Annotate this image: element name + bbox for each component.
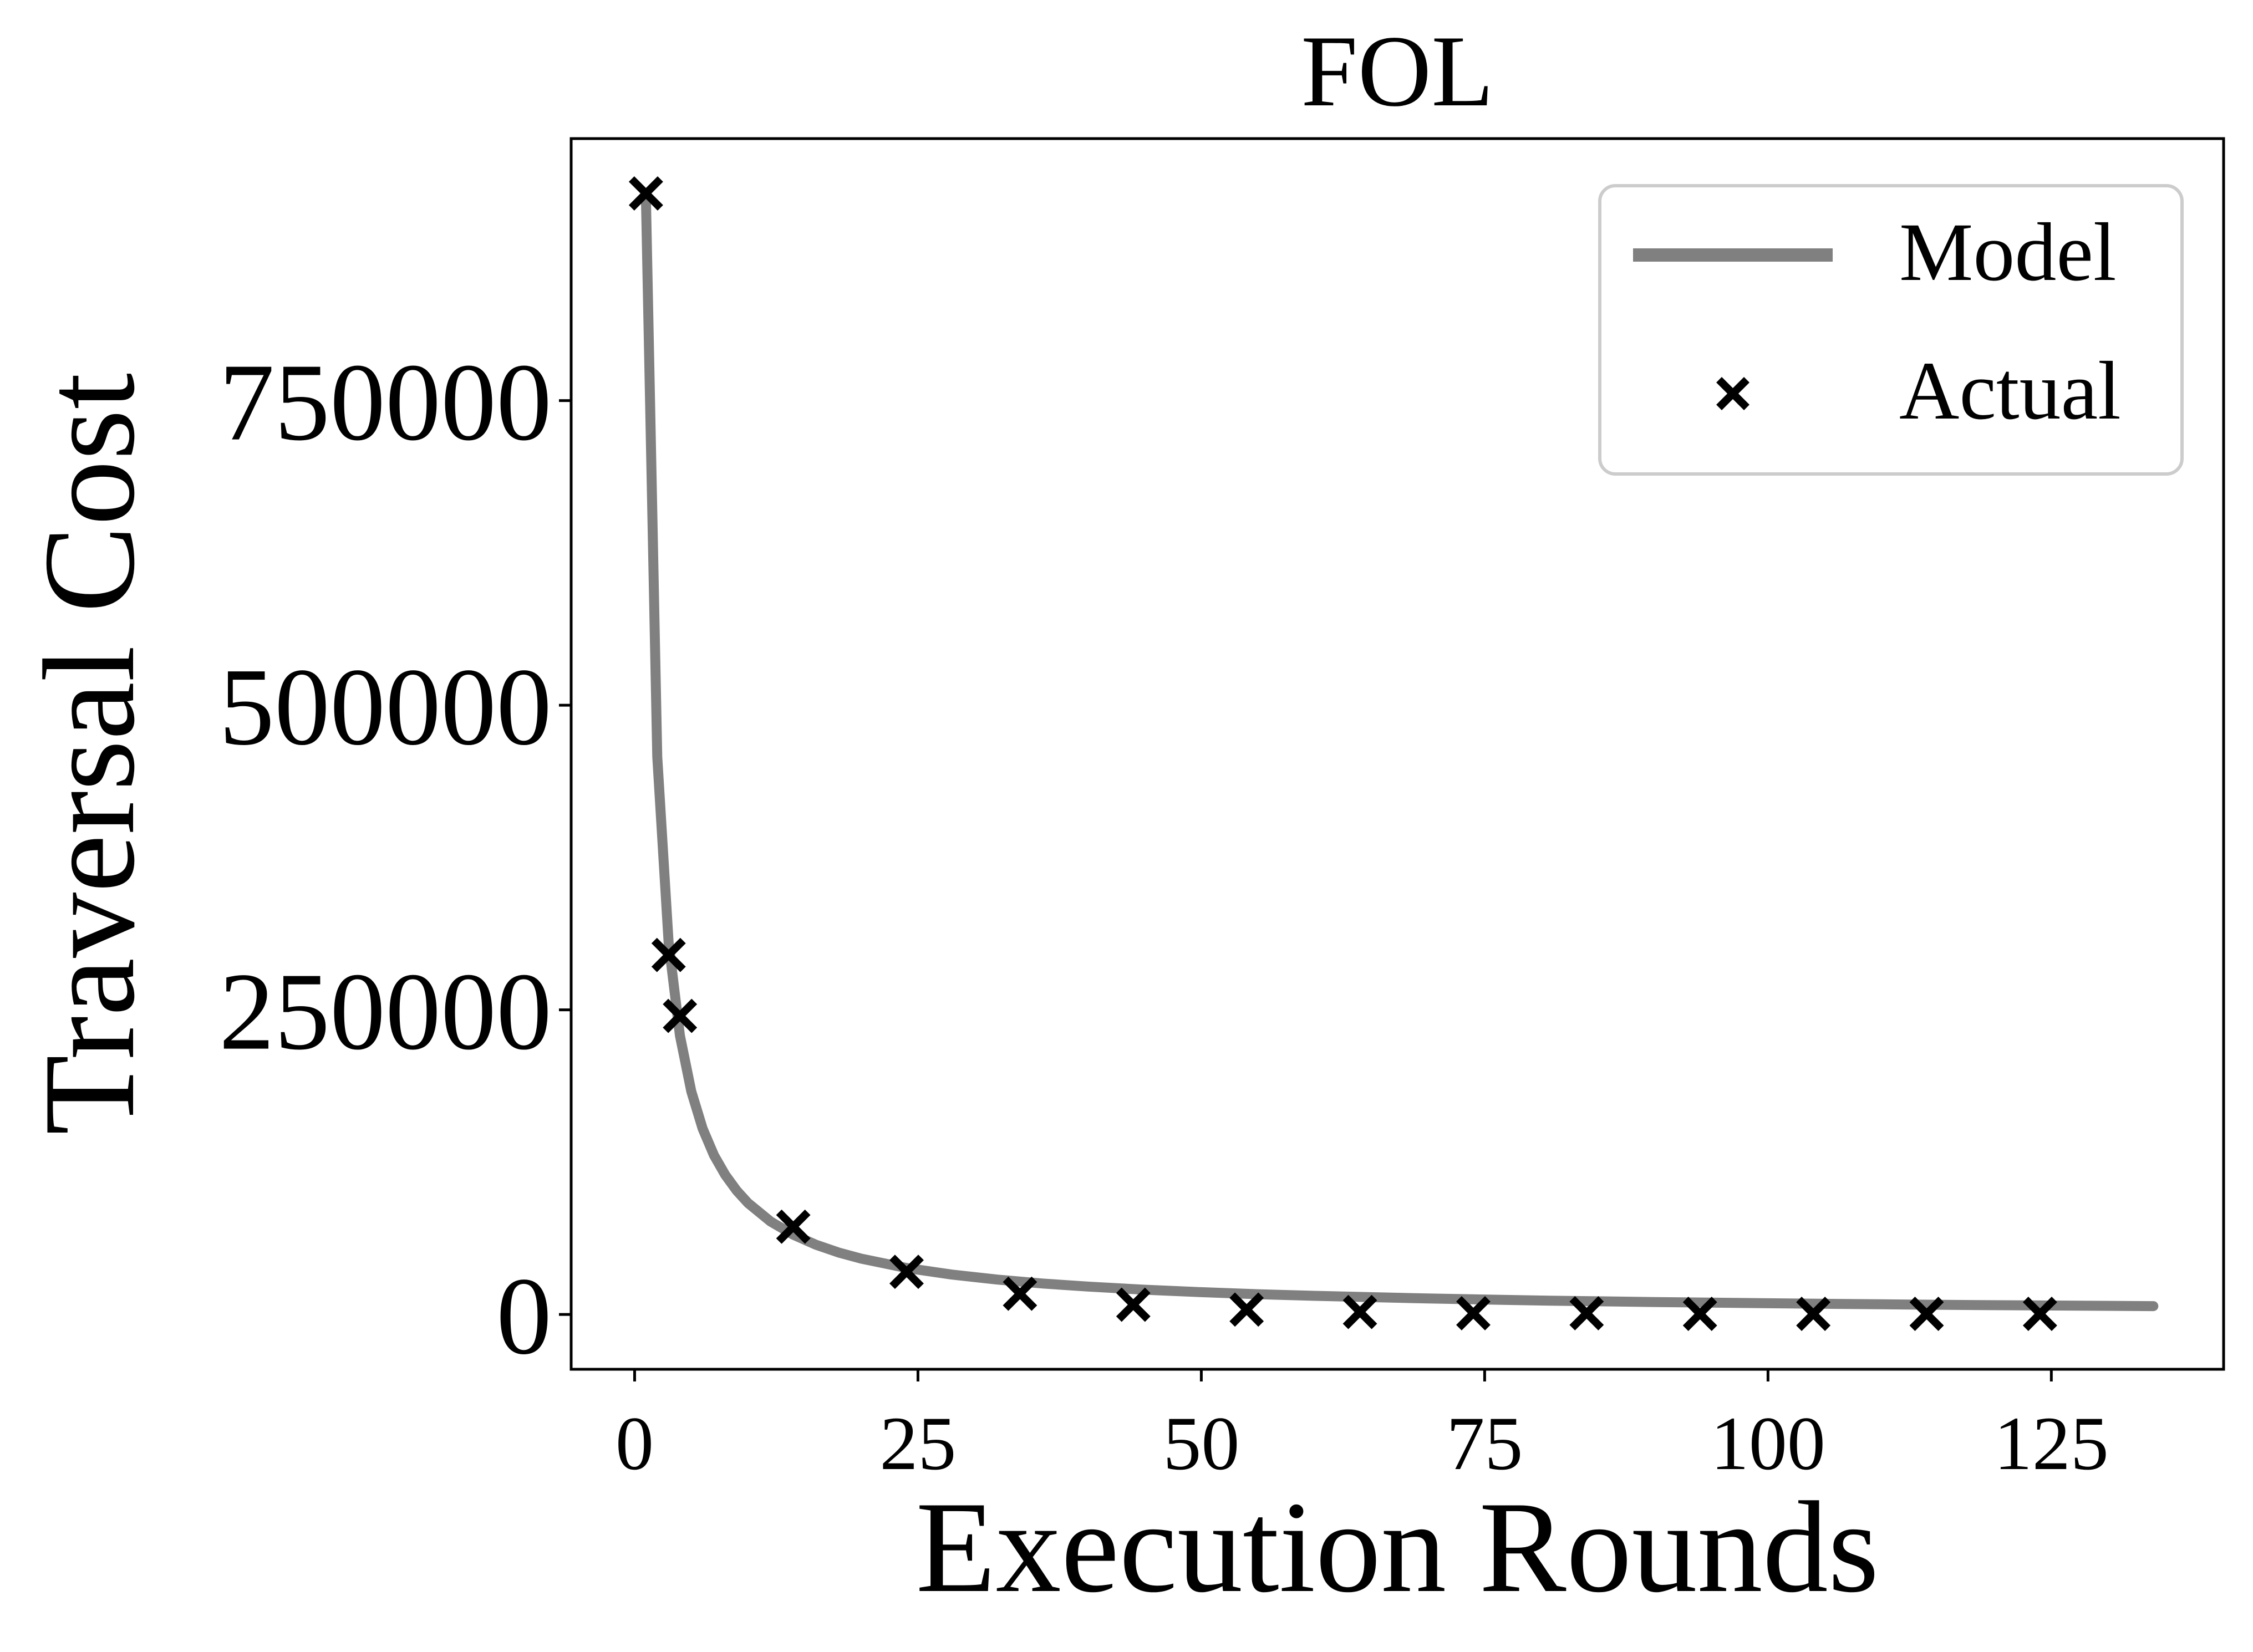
legend-model-label: Model xyxy=(1899,206,2117,298)
x-tick-label: 0 xyxy=(616,1401,654,1486)
actual-point xyxy=(1909,1297,1944,1331)
legend: Model Actual xyxy=(1598,184,2184,476)
actual-point xyxy=(776,1209,811,1244)
actual-point xyxy=(1796,1297,1831,1331)
plot-frame xyxy=(569,137,2225,1371)
x-axis-ticks: 0 25 50 75 100 125 xyxy=(616,1369,2109,1486)
actual-point xyxy=(1342,1294,1377,1329)
y-tick-label: 250000 xyxy=(219,951,552,1073)
x-tick-label: 75 xyxy=(1446,1401,1523,1486)
y-axis-label: Traversal Cost xyxy=(17,373,162,1135)
x-tick-label: 50 xyxy=(1163,1401,1239,1486)
y-tick-label: 0 xyxy=(496,1255,552,1378)
actual-point xyxy=(2022,1297,2057,1331)
plot-series xyxy=(628,176,2159,1331)
x-tick-label: 100 xyxy=(1711,1401,1825,1486)
y-tick-label: 500000 xyxy=(219,646,552,768)
actual-point xyxy=(1003,1276,1038,1311)
actual-point xyxy=(663,998,698,1033)
actual-point xyxy=(651,937,686,972)
actual-point xyxy=(1116,1287,1151,1322)
x-tick-label: 125 xyxy=(1994,1401,2109,1486)
actual-point xyxy=(1569,1296,1604,1330)
actual-point xyxy=(628,176,663,211)
actual-point xyxy=(1456,1296,1491,1330)
actual-point xyxy=(1682,1297,1717,1331)
actual-point xyxy=(889,1255,924,1289)
y-tick-label: 750000 xyxy=(219,341,552,464)
legend-actual-label: Actual xyxy=(1899,345,2121,437)
y-axis-ticks: 0 250000 500000 750000 xyxy=(219,341,571,1378)
actual-point xyxy=(1229,1292,1264,1327)
legend-actual-swatch xyxy=(1716,377,1749,410)
x-tick-label: 25 xyxy=(879,1401,956,1486)
x-axis-label: Execution Rounds xyxy=(916,1475,1879,1620)
chart-title: FOL xyxy=(1301,14,1494,128)
